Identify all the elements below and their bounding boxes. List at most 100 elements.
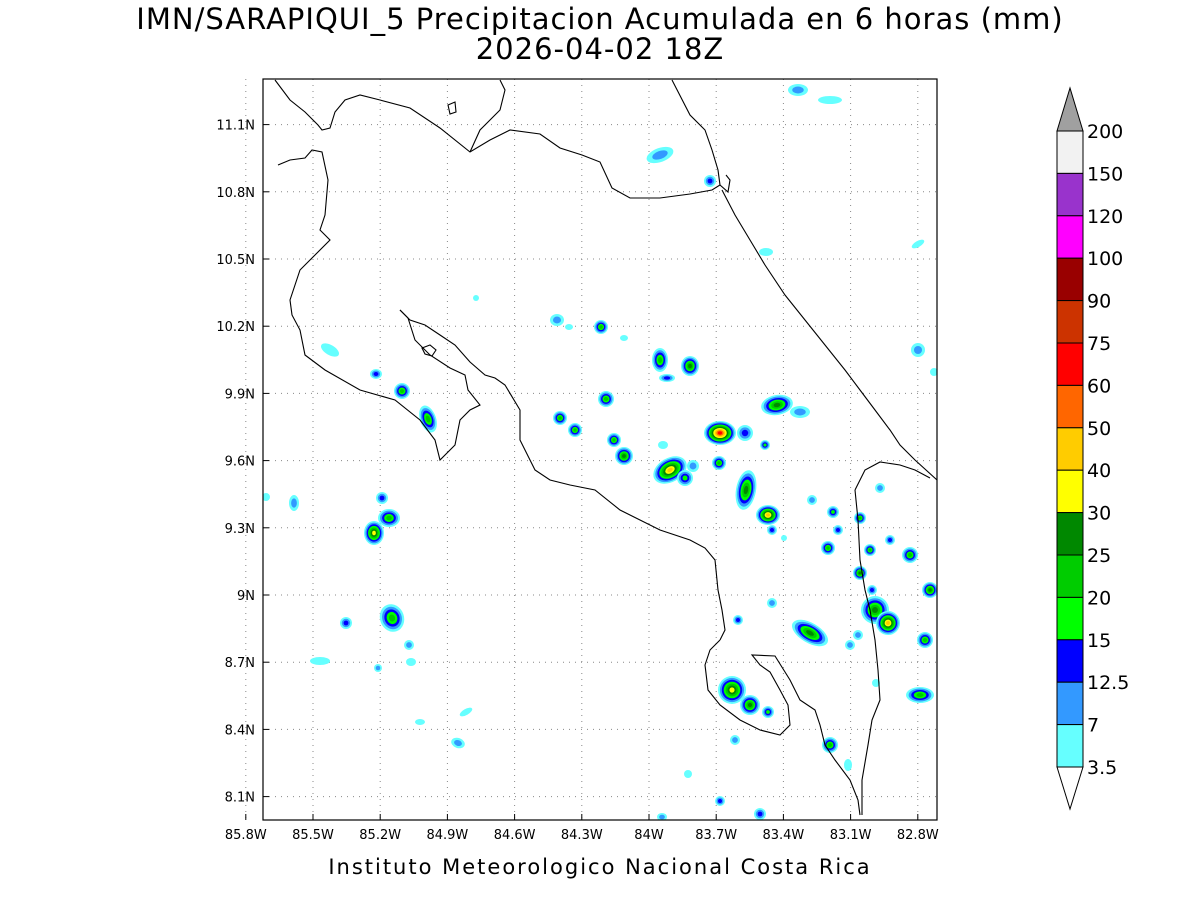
lat-tick-label: 8.7N <box>225 656 255 671</box>
precip-contour <box>459 707 473 717</box>
precip-cell <box>594 320 608 334</box>
precip-contour <box>320 343 340 357</box>
precip-cell <box>818 96 842 104</box>
precip-cell <box>876 611 900 635</box>
precip-contour <box>781 535 787 541</box>
precip-contour <box>406 642 412 648</box>
precip-contour <box>379 495 385 501</box>
precip-cell <box>911 343 925 357</box>
colorbar-segment <box>1056 215 1084 259</box>
precip-contour <box>844 759 852 771</box>
precip-contour <box>766 513 770 517</box>
precip-contour <box>886 621 890 625</box>
colorbar-segment <box>1056 427 1084 471</box>
precip-cell <box>791 619 829 647</box>
precip-cell <box>451 737 465 749</box>
precip-contour <box>406 658 416 666</box>
lat-tick-label: 9.6N <box>225 455 255 470</box>
precip-cell <box>378 509 400 527</box>
precip-cell <box>704 421 736 445</box>
precip-contour <box>682 475 688 481</box>
precip-cell <box>718 676 746 704</box>
precip-contour <box>729 687 735 693</box>
precip-cell <box>379 604 405 632</box>
lon-tick-label: 85.8W <box>225 828 267 843</box>
precip-cell <box>756 505 780 525</box>
colorbar-label: 25 <box>1087 545 1111 567</box>
precip-contour <box>658 441 668 449</box>
precip-contour <box>766 710 770 714</box>
lat-tick-label: 11.1N <box>216 119 255 134</box>
colorbar-segment <box>1056 172 1084 217</box>
precip-cell <box>615 447 633 465</box>
precip-contour <box>907 552 913 558</box>
lon-tick-label: 83.7W <box>695 828 737 843</box>
precip-contour <box>913 345 923 355</box>
lat-tick-label: 9.3N <box>225 522 255 537</box>
precip-contour <box>818 96 842 104</box>
precip-contour <box>717 461 721 465</box>
lat-tick-label: 9.9N <box>225 387 255 402</box>
precip-contour <box>689 462 697 470</box>
nicaragua-coast-north <box>274 79 721 199</box>
longitude-axis: 85.8W 85.5W 85.2W 84.9W 84.6W 84.3W 84W 83.7W 83… <box>225 814 939 843</box>
colorbar-max-arrow <box>1056 86 1084 132</box>
precip-cell <box>340 617 352 629</box>
precip-cell <box>376 492 388 504</box>
precip-contour <box>291 498 297 508</box>
precip-cell <box>473 295 479 301</box>
colorbar-label: 15 <box>1087 630 1111 652</box>
precip-contour <box>773 402 781 408</box>
colorbar-segment <box>1056 300 1084 344</box>
precip-cell <box>781 535 787 541</box>
precip-cell <box>853 630 863 640</box>
precip-cell <box>872 679 880 687</box>
colorbar-segment <box>1056 554 1084 598</box>
precip-contour <box>717 431 723 435</box>
precip-cell <box>677 470 693 486</box>
plot-frame <box>262 78 938 821</box>
colorbar-segment <box>1056 724 1084 768</box>
precip-cell <box>767 598 777 608</box>
precip-cell <box>754 808 766 820</box>
precip-cell <box>822 737 838 753</box>
precip-cell <box>684 770 692 778</box>
precip-contour <box>858 516 862 520</box>
precip-cell <box>715 796 725 806</box>
precip-cell <box>687 460 699 472</box>
colorbar-segment <box>1056 681 1084 726</box>
precip-contour <box>743 485 749 495</box>
lat-tick-label: 8.1N <box>225 791 255 806</box>
precip-contour <box>872 679 880 687</box>
colorbar-label: 40 <box>1087 460 1111 482</box>
colorbar-segment <box>1056 257 1084 302</box>
precip-contour <box>454 739 462 747</box>
precip-contour <box>741 429 749 437</box>
precip-cell <box>598 391 614 407</box>
colorbar-label: 100 <box>1087 248 1123 270</box>
precip-cell <box>652 348 668 372</box>
precip-cell <box>759 248 773 256</box>
precip-cell <box>310 657 330 665</box>
precip-contour <box>415 719 425 725</box>
colorbar-label: 120 <box>1087 206 1123 228</box>
colorbar-segment <box>1056 469 1084 514</box>
precip-contour <box>388 614 396 622</box>
precip-contour <box>759 248 773 256</box>
precip-contour <box>707 178 713 184</box>
colorbar-legend: 3.5 7 12.5 15 20 25 30 40 50 60 75 90 100 120 150 200 <box>1056 86 1129 811</box>
colorbar-label: 90 <box>1087 291 1111 313</box>
precip-cell <box>263 493 270 501</box>
precip-cell <box>854 512 866 524</box>
precip-cell <box>906 687 934 703</box>
precip-cell <box>659 374 675 382</box>
colorbar-label: 50 <box>1087 418 1111 440</box>
precip-cell <box>568 423 582 437</box>
precip-contour <box>869 587 875 593</box>
lon-tick-label: 84.9W <box>426 828 468 843</box>
precip-cell <box>761 394 793 416</box>
precip-contour <box>911 239 925 249</box>
precip-cell <box>404 640 414 650</box>
precip-cell <box>620 335 628 341</box>
map-date: 2026-04-02 18Z <box>475 32 725 66</box>
